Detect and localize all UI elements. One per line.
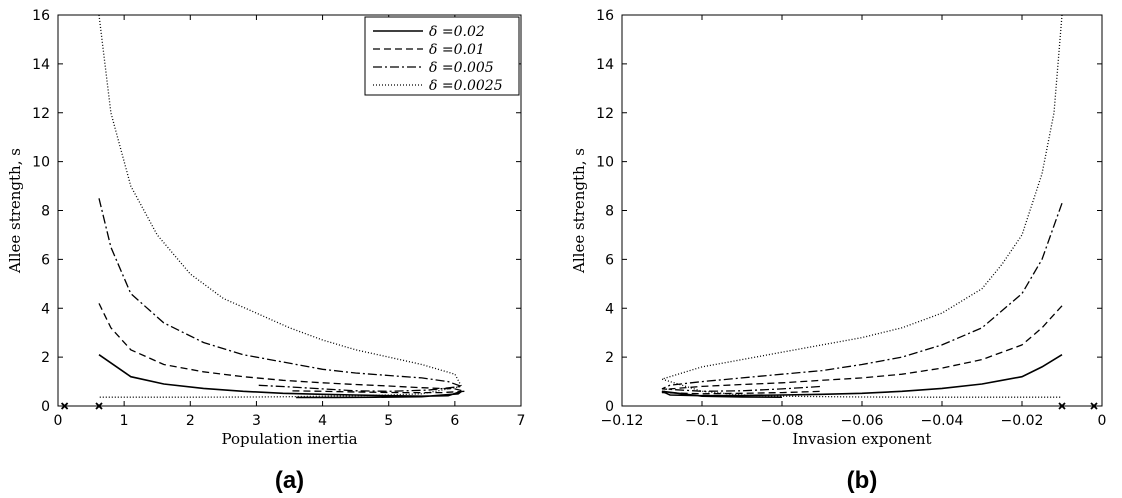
x-tick-label: 0 bbox=[1098, 413, 1107, 429]
y-axis-label: Allee strength, s bbox=[6, 148, 24, 274]
x-tick-label: −0.04 bbox=[921, 413, 964, 429]
x-marker bbox=[95, 402, 103, 410]
x-tick-label: 6 bbox=[450, 413, 459, 429]
y-tick-label: 16 bbox=[596, 8, 614, 24]
y-axis-label: Allee strength, s bbox=[570, 148, 588, 274]
x-tick-label: −0.06 bbox=[841, 413, 884, 429]
x-tick-label: 1 bbox=[120, 413, 129, 429]
series-line-dashed bbox=[98, 303, 465, 394]
x-marker bbox=[1058, 402, 1066, 410]
x-marker bbox=[60, 402, 69, 410]
x-marker bbox=[1090, 402, 1098, 410]
y-tick-label: 6 bbox=[41, 252, 50, 268]
series-line-dotted bbox=[659, 15, 1063, 398]
x-axis-label: Population inertia bbox=[221, 430, 357, 448]
series-line-dotted bbox=[98, 15, 463, 398]
y-tick-label: 8 bbox=[605, 204, 614, 220]
x-tick-label: −0.1 bbox=[685, 413, 719, 429]
x-tick-label: 3 bbox=[252, 413, 261, 429]
y-tick-label: 0 bbox=[41, 399, 50, 415]
x-axis-label: Invasion exponent bbox=[792, 430, 931, 448]
x-tick-label: 0 bbox=[54, 413, 63, 429]
y-tick-label: 4 bbox=[41, 301, 50, 317]
y-tick-label: 14 bbox=[32, 57, 50, 73]
series-line-dashdot bbox=[661, 202, 1063, 392]
x-tick-label: 4 bbox=[318, 413, 327, 429]
y-tick-label: 2 bbox=[605, 350, 614, 366]
legend-entry: δ =0.0025 bbox=[429, 78, 503, 94]
series-line-dashed bbox=[661, 305, 1063, 395]
series-line-solid bbox=[98, 354, 462, 399]
legend-entry: δ =0.02 bbox=[429, 24, 485, 40]
x-tick-label: −0.08 bbox=[761, 413, 804, 429]
y-tick-label: 10 bbox=[32, 155, 50, 171]
x-tick-label: 5 bbox=[384, 413, 393, 429]
panel-label: (b) bbox=[847, 467, 878, 494]
y-tick-label: 8 bbox=[41, 204, 50, 220]
y-tick-label: 10 bbox=[596, 155, 614, 171]
panel-b: −0.12 −0.1 −0.08 −0.06 −0.04 −0.02 0 0 2 4 6 8 10 12 1… bbox=[570, 8, 1106, 494]
legend-box bbox=[364, 16, 520, 96]
x-tick-label: 2 bbox=[186, 413, 195, 429]
y-tick-label: 0 bbox=[605, 399, 614, 415]
series-line-dashdot bbox=[98, 198, 462, 392]
legend-entry: δ =0.005 bbox=[429, 60, 494, 76]
x-tick-label: 7 bbox=[517, 413, 526, 429]
y-tick-label: 2 bbox=[41, 350, 50, 366]
y-tick-label: 12 bbox=[32, 106, 50, 122]
panel-label: (a) bbox=[275, 467, 304, 494]
y-tick-label: 16 bbox=[32, 8, 50, 24]
x-tick-label: −0.12 bbox=[601, 413, 644, 429]
y-tick-label: 14 bbox=[596, 57, 614, 73]
y-tick-label: 4 bbox=[605, 301, 614, 317]
legend-entry: δ =0.01 bbox=[429, 42, 485, 58]
y-tick-label: 6 bbox=[605, 252, 614, 268]
y-tick-label: 12 bbox=[596, 106, 614, 122]
x-tick-label: −0.02 bbox=[1001, 413, 1044, 429]
